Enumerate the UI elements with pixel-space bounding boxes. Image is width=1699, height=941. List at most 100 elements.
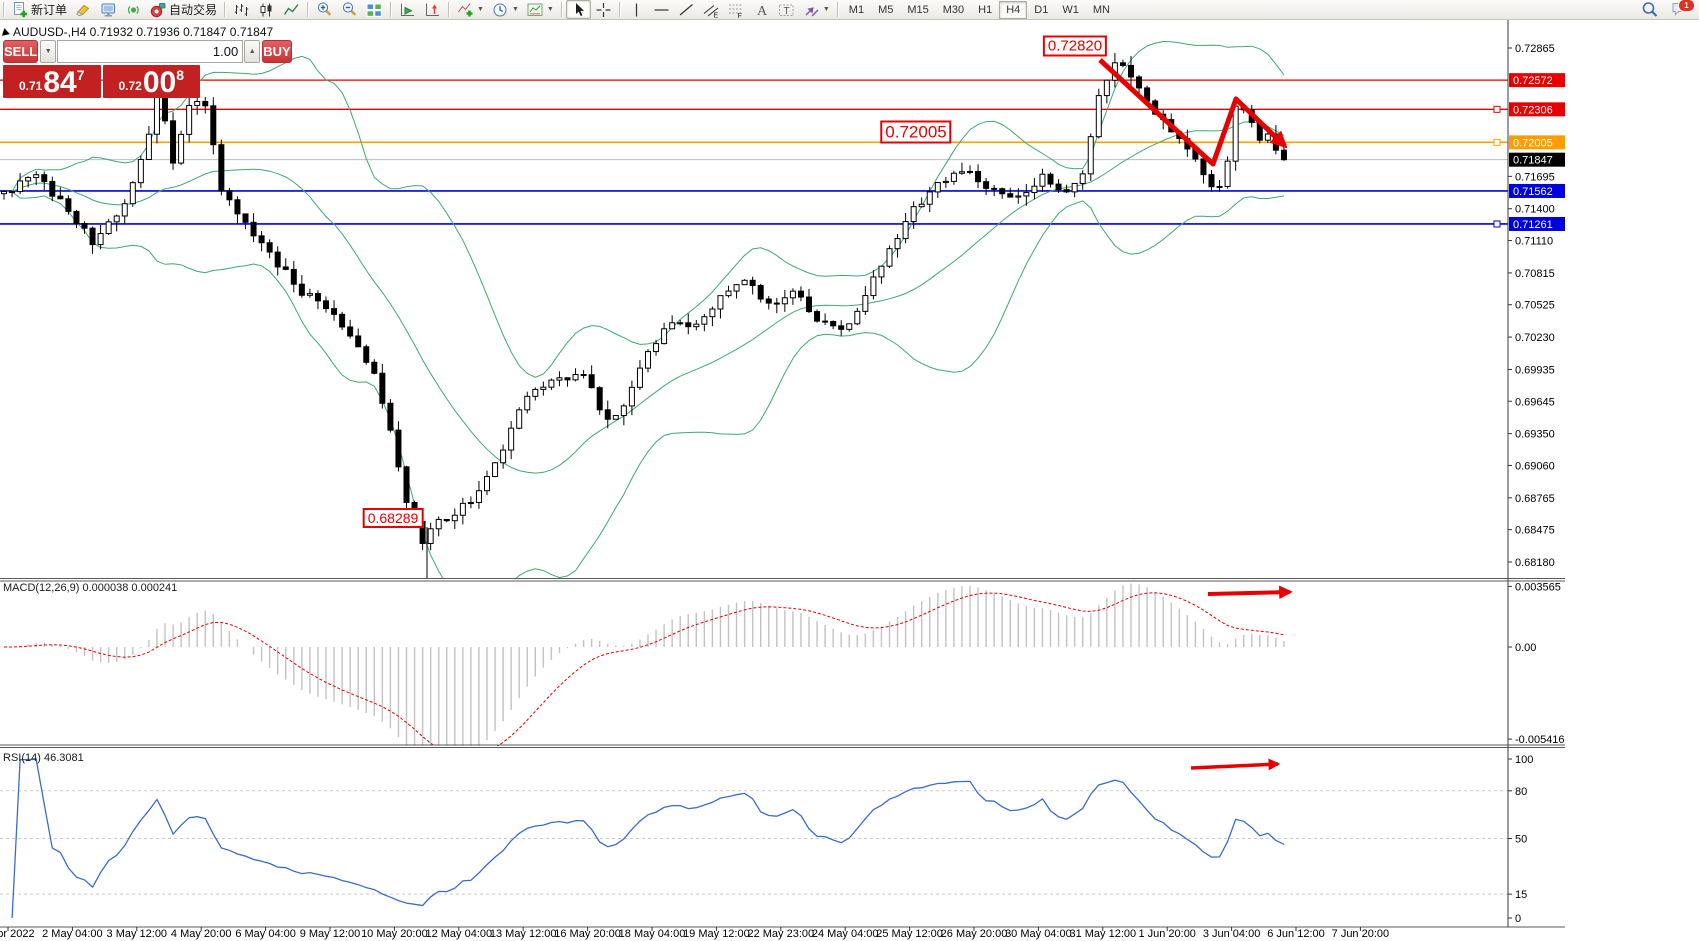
- candle: [500, 449, 507, 464]
- candle: [323, 300, 329, 310]
- candlestick-chart-button[interactable]: [254, 0, 279, 19]
- tile-windows-button[interactable]: [362, 0, 387, 19]
- candle: [789, 290, 796, 299]
- candle: [878, 265, 885, 278]
- price-axis-badge: [1509, 73, 1565, 88]
- time-axis-label: 16 May 20:00: [554, 928, 621, 940]
- candle: [1015, 195, 1022, 198]
- indicators-button[interactable]: ▼: [453, 0, 488, 19]
- candle: [339, 313, 346, 328]
- candle: [918, 203, 925, 208]
- crosshair-button[interactable]: [591, 0, 616, 19]
- volume-decrease-button[interactable]: ▼: [40, 40, 57, 63]
- channel-button[interactable]: E: [699, 0, 724, 19]
- candle: [403, 466, 410, 503]
- cursor-icon: [570, 2, 587, 18]
- candle: [492, 462, 499, 478]
- fibonacci-button[interactable]: F: [724, 0, 749, 19]
- trend-arrow-object[interactable]: [1098, 58, 1288, 167]
- timeframe-H4-button[interactable]: H4: [999, 0, 1028, 19]
- trendline-button[interactable]: [674, 0, 699, 19]
- candle: [854, 310, 861, 325]
- templates-button[interactable]: ▼: [523, 0, 558, 19]
- candle: [564, 377, 571, 381]
- candle: [548, 379, 555, 388]
- fibonacci-icon: F: [728, 2, 745, 18]
- price-axis-badge: [1509, 152, 1565, 167]
- hline-handle[interactable]: [1493, 105, 1501, 113]
- timeframe-H1-button[interactable]: H1: [978, 3, 993, 16]
- timeframe-M5-button[interactable]: M5: [878, 3, 894, 16]
- shapes-button[interactable]: ▼: [799, 0, 834, 19]
- label-button[interactable]: T: [774, 0, 799, 19]
- price-annotation-box[interactable]: 0.72820: [1042, 35, 1108, 57]
- zoom-in-button[interactable]: [312, 0, 337, 19]
- volume-input[interactable]: [57, 40, 244, 63]
- hline-button[interactable]: [649, 0, 674, 19]
- candle: [137, 158, 144, 184]
- candle: [1023, 192, 1030, 197]
- timeframe-M30-button[interactable]: M30: [942, 3, 965, 16]
- svg-text:A: A: [757, 4, 768, 18]
- timeframe-D1-button[interactable]: D1: [1034, 3, 1049, 16]
- candle: [234, 199, 241, 215]
- price-annotation-box[interactable]: 0.72005: [880, 120, 952, 144]
- time-axis-label: 9 May 12:00: [300, 928, 361, 940]
- chart-shift-button[interactable]: [420, 0, 445, 19]
- candle: [975, 170, 982, 183]
- vline-button[interactable]: [624, 0, 649, 19]
- svg-text:T: T: [783, 5, 789, 16]
- signals-icon: [125, 2, 142, 18]
- timeframe-M1-button[interactable]: M1: [848, 3, 865, 16]
- candle: [266, 242, 273, 253]
- autotrade-button[interactable]: 自动交易: [146, 0, 221, 19]
- auto-scroll-button[interactable]: [395, 0, 420, 19]
- candle: [983, 181, 990, 189]
- timeframe-MN-button[interactable]: MN: [1092, 3, 1110, 16]
- macd-arrow-object[interactable]: [1207, 585, 1293, 600]
- rsi-axis-label: 50: [1515, 834, 1527, 846]
- candle: [363, 346, 370, 363]
- sell-price-display[interactable]: 0.71 84 7: [3, 65, 101, 98]
- rsi-axis-label: 80: [1515, 786, 1527, 798]
- timeframe-M15-button[interactable]: M15: [907, 3, 929, 16]
- candle: [371, 361, 378, 374]
- buy-price-display[interactable]: 0.72 00 8: [102, 65, 200, 98]
- highlighter-button[interactable]: [71, 0, 96, 19]
- search-button[interactable]: [1637, 0, 1663, 19]
- hline-handle[interactable]: [1493, 220, 1501, 228]
- periods-button[interactable]: ▼: [488, 0, 523, 19]
- chevron-down-icon: ▼: [477, 6, 484, 13]
- volume-increase-button[interactable]: ▲: [244, 40, 261, 63]
- zoom-out-button[interactable]: [337, 0, 362, 19]
- candle: [725, 290, 732, 297]
- chart-title: AUDUSD-,H4 0.71932 0.71936 0.71847 0.718…: [13, 25, 274, 39]
- bollinger-lower: [4, 191, 1285, 579]
- notifications-button[interactable]: 1: [1671, 0, 1695, 19]
- new-order-button[interactable]: 新订单: [8, 0, 71, 19]
- candle: [347, 326, 354, 337]
- toolbar-separator: [3, 2, 5, 17]
- expert-advisor-button[interactable]: [96, 0, 121, 19]
- timeframe-W1-button[interactable]: W1: [1062, 3, 1079, 16]
- text-button[interactable]: A: [749, 0, 774, 19]
- price-annotation-box[interactable]: 0.68289: [362, 508, 424, 528]
- signals-button[interactable]: [121, 0, 146, 19]
- candle: [653, 343, 660, 353]
- cursor-button[interactable]: [565, 0, 591, 19]
- candle: [170, 120, 177, 164]
- price-axis-badge-label: 0.71847: [1513, 155, 1553, 167]
- price-axis-badge: [1509, 183, 1565, 198]
- buy-button[interactable]: BUY: [262, 40, 292, 63]
- time-axis-label: 25 May 12:00: [876, 928, 943, 940]
- rsi-arrow-object[interactable]: [1190, 758, 1281, 771]
- sell-button[interactable]: SELL: [3, 40, 39, 63]
- line-chart-button[interactable]: [279, 0, 304, 19]
- candle: [797, 290, 804, 298]
- bar-chart-button[interactable]: [229, 0, 254, 19]
- hline-handle[interactable]: [1493, 138, 1501, 146]
- candle: [282, 266, 289, 270]
- rsi-line: [11, 758, 1285, 919]
- price-axis-label: 0.70230: [1515, 332, 1555, 344]
